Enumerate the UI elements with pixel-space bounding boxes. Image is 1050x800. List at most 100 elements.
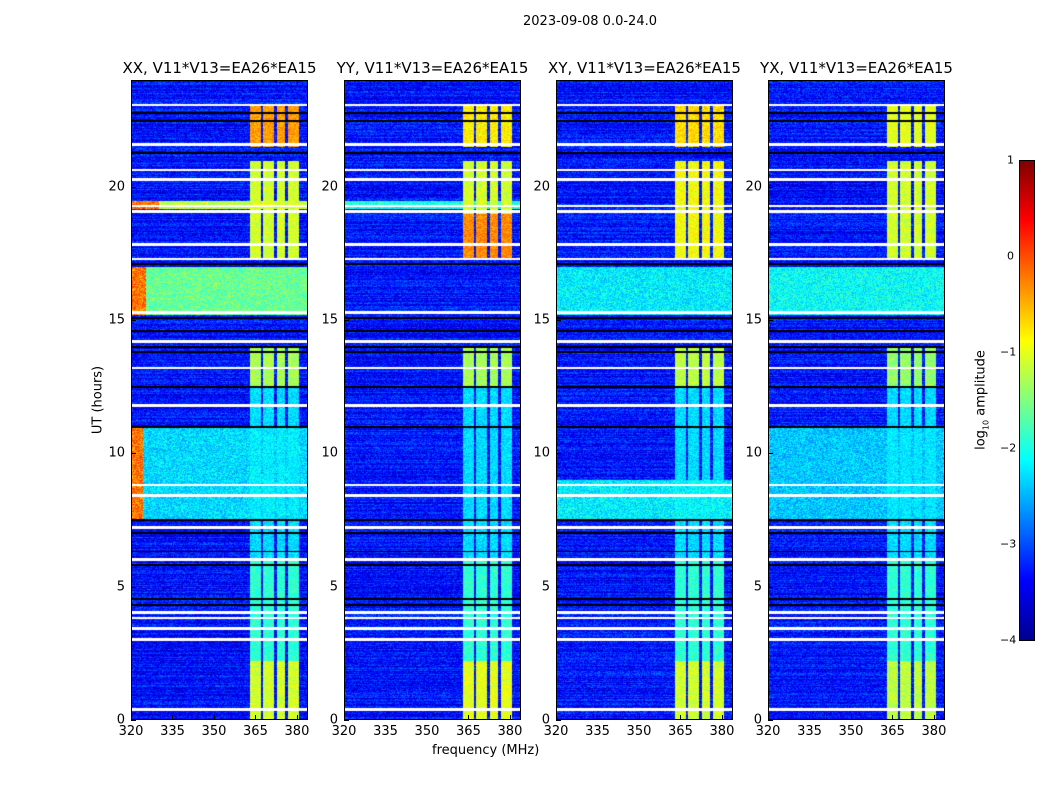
y-tick-mark	[768, 586, 773, 588]
y-tick-mark	[556, 586, 561, 588]
y-tick-mark	[131, 453, 136, 455]
x-tick-mark	[296, 715, 298, 720]
y-tick-label: 5	[329, 579, 338, 595]
colorbar-tick-label: −4	[1000, 633, 1017, 647]
y-tick-label: 20	[108, 179, 125, 195]
x-tick-mark	[892, 715, 894, 720]
x-tick-mark	[468, 715, 470, 720]
y-tick-mark	[344, 453, 349, 455]
x-tick-label: 320	[118, 724, 144, 739]
y-tick-mark	[768, 453, 773, 455]
x-tick-mark	[597, 715, 599, 720]
y-tick-label: 5	[116, 579, 125, 595]
x-tick-mark	[385, 715, 387, 720]
y-tick-label: 10	[745, 445, 762, 461]
x-tick-label: 365	[243, 724, 268, 739]
y-tick-label: 15	[745, 312, 762, 328]
y-tick-label: 0	[541, 712, 550, 728]
y-tick-label: 20	[321, 179, 338, 195]
x-tick-label: 335	[585, 724, 610, 739]
colorbar-tick-label: −1	[1000, 345, 1017, 359]
y-tick-mark	[131, 320, 136, 321]
x-tick-label: 380	[497, 724, 523, 739]
x-tick-label: 320	[331, 724, 357, 739]
y-axis-label: UT (hours)	[90, 365, 106, 435]
x-tick-mark	[680, 715, 682, 720]
x-tick-label: 365	[880, 724, 905, 739]
panel-title-2: XY, V11*V13=EA26*EA15	[548, 59, 741, 77]
y-tick-label: 10	[321, 445, 338, 461]
x-tick-mark	[255, 715, 257, 720]
colorbar-tick-label: −3	[1000, 537, 1017, 551]
y-tick-mark	[344, 586, 349, 588]
heatmap-panel-0	[131, 80, 308, 720]
x-tick-label: 350	[838, 724, 864, 739]
y-tick-label: 0	[753, 712, 762, 728]
x-tick-label: 380	[284, 724, 310, 739]
heatmap-panel-1	[344, 80, 521, 720]
panel-title-3: YX, V11*V13=EA26*EA15	[760, 59, 953, 77]
heatmap-panel-3	[768, 80, 945, 720]
x-tick-label: 335	[797, 724, 822, 739]
panel-title-1: YY, V11*V13=EA26*EA15	[336, 59, 529, 77]
y-tick-label: 0	[116, 712, 125, 728]
x-tick-mark	[721, 715, 723, 720]
x-tick-label: 350	[201, 724, 227, 739]
colorbar-tick-label: 1	[1007, 153, 1014, 167]
colorbar	[1019, 160, 1035, 641]
y-tick-label: 15	[108, 312, 125, 328]
colorbar-tick-label: 0	[1007, 249, 1014, 263]
x-tick-label: 380	[709, 724, 735, 739]
colorbar-label: log10 amplitude	[973, 350, 991, 450]
x-tick-mark	[638, 715, 640, 720]
x-tick-mark	[344, 715, 345, 720]
y-tick-label: 20	[745, 179, 762, 195]
x-tick-label: 365	[668, 724, 693, 739]
y-tick-mark	[556, 186, 561, 188]
x-tick-mark	[172, 715, 174, 720]
heatmap-image-1	[345, 81, 520, 719]
y-tick-label: 5	[753, 579, 762, 595]
x-tick-mark	[213, 715, 215, 720]
y-tick-mark	[556, 320, 561, 321]
panel-title-0: XX, V11*V13=EA26*EA15	[122, 59, 317, 77]
y-tick-mark	[344, 720, 349, 721]
x-tick-label: 320	[755, 724, 781, 739]
y-tick-label: 15	[321, 312, 338, 328]
y-tick-label: 15	[533, 312, 550, 328]
heatmap-image-0	[132, 81, 307, 719]
y-tick-mark	[768, 186, 773, 188]
y-tick-label: 20	[533, 179, 550, 195]
y-tick-mark	[768, 720, 773, 721]
y-tick-mark	[131, 586, 136, 588]
x-tick-mark	[426, 715, 428, 720]
heatmap-panel-2	[556, 80, 733, 720]
y-tick-mark	[344, 320, 349, 321]
y-tick-mark	[556, 720, 561, 721]
x-tick-label: 350	[414, 724, 440, 739]
y-tick-label: 5	[541, 579, 550, 595]
x-tick-label: 350	[626, 724, 652, 739]
y-tick-label: 10	[108, 445, 125, 461]
x-tick-label: 335	[373, 724, 398, 739]
y-tick-mark	[344, 186, 349, 188]
x-tick-label: 365	[456, 724, 481, 739]
y-tick-mark	[768, 320, 773, 321]
heatmap-image-2	[557, 81, 732, 719]
x-tick-label: 320	[543, 724, 569, 739]
y-tick-label: 10	[533, 445, 550, 461]
x-tick-mark	[131, 715, 132, 720]
x-axis-label: frequency (MHz)	[432, 743, 540, 758]
x-tick-mark	[768, 715, 769, 720]
colorbar-tick-label: −2	[1000, 441, 1017, 455]
y-tick-mark	[131, 720, 136, 721]
y-tick-mark	[131, 186, 136, 188]
figure-title: 2023-09-08 0.0-24.0	[523, 14, 657, 29]
x-tick-mark	[809, 715, 811, 720]
y-tick-mark	[556, 453, 561, 455]
x-tick-label: 335	[160, 724, 185, 739]
x-tick-mark	[850, 715, 852, 720]
x-tick-mark	[933, 715, 935, 720]
x-tick-label: 380	[921, 724, 947, 739]
